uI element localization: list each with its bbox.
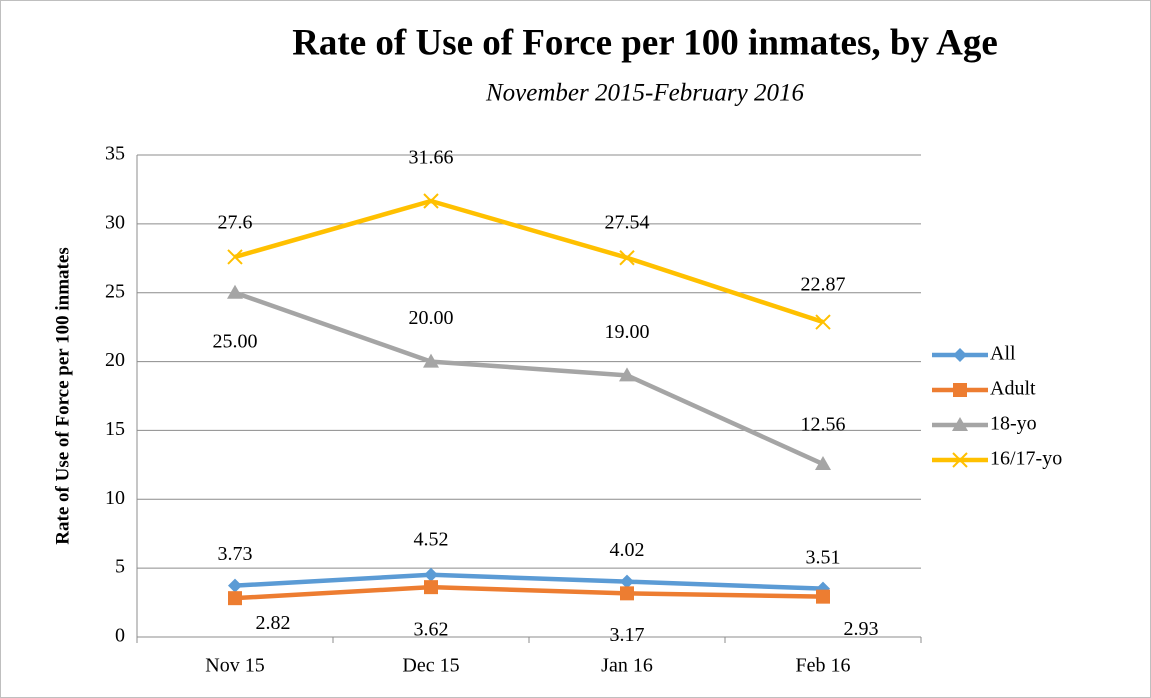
data-point (227, 249, 243, 265)
data-label: 25.00 (213, 330, 258, 352)
data-label: 2.93 (844, 618, 879, 640)
data-point (228, 591, 242, 606)
data-point (619, 250, 635, 266)
data-label: 3.62 (414, 619, 449, 641)
data-point (815, 314, 831, 330)
y-tick-label: 30 (105, 211, 125, 233)
legend-label: Adult (990, 378, 1036, 400)
x-tick-label: Dec 15 (402, 655, 459, 677)
y-tick-label: 10 (105, 487, 125, 509)
x-tick-label: Jan 16 (601, 655, 653, 677)
legend-marker (952, 417, 968, 431)
y-tick-label: 0 (115, 625, 125, 647)
data-label: 3.17 (610, 624, 645, 646)
data-point (228, 578, 242, 593)
series-line (234, 198, 824, 325)
data-label: 4.02 (610, 539, 645, 561)
data-label: 3.73 (218, 543, 253, 565)
data-point (620, 586, 634, 601)
data-label: 22.87 (801, 274, 846, 296)
chart-subtitle: November 2015-February 2016 (485, 80, 804, 107)
series-line (234, 584, 824, 601)
series-line (234, 290, 824, 467)
data-point (424, 580, 438, 595)
legend-label: 16/17-yo (990, 448, 1062, 470)
data-label: 3.51 (806, 546, 841, 568)
legend-label: All (990, 343, 1016, 365)
chart-title: Rate of Use of Force per 100 inmates, by… (292, 22, 998, 63)
data-label: 27.54 (605, 211, 650, 233)
legend-marker (953, 383, 967, 397)
data-label: 27.6 (218, 212, 253, 234)
legend-label: 18-yo (990, 413, 1037, 435)
data-point (423, 353, 439, 368)
legend-marker (952, 452, 968, 468)
x-tick-label: Nov 15 (205, 655, 264, 677)
data-point (227, 284, 243, 299)
data-point (816, 589, 830, 604)
data-label: 2.82 (256, 612, 291, 634)
data-point (424, 567, 438, 582)
data-point (620, 574, 634, 589)
data-point (423, 193, 439, 209)
y-tick-label: 15 (105, 418, 125, 440)
data-label: 19.00 (605, 321, 650, 343)
y-tick-label: 35 (105, 143, 125, 165)
x-tick-label: Feb 16 (796, 655, 851, 677)
data-point (815, 456, 831, 471)
y-tick-label: 5 (115, 556, 125, 578)
series-line (234, 572, 824, 591)
y-tick-label: 25 (105, 280, 125, 302)
data-label: 31.66 (409, 147, 454, 169)
y-tick-label: 20 (105, 349, 125, 371)
data-point (619, 367, 635, 382)
data-label: 20.00 (409, 307, 454, 329)
legend-marker (953, 348, 967, 362)
data-label: 12.56 (801, 414, 846, 436)
y-axis-label: Rate of Use of Force per 100 inmates (52, 247, 73, 544)
data-label: 4.52 (414, 528, 449, 550)
